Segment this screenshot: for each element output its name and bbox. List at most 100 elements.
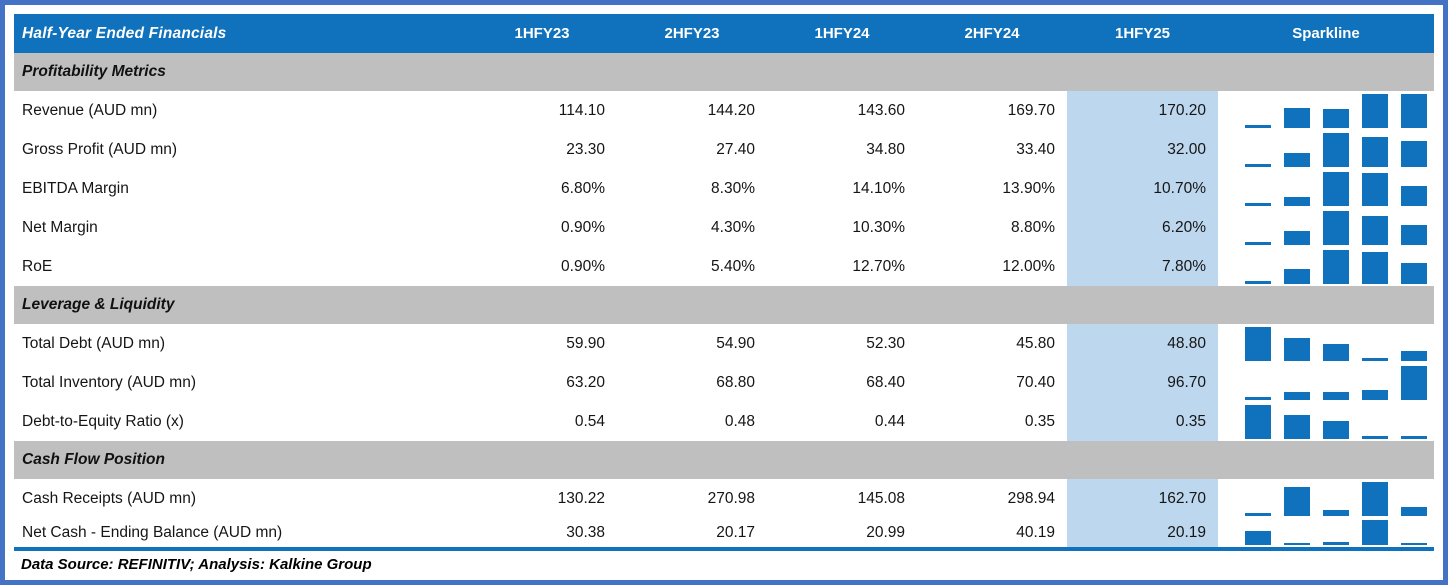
highlighted-value-cell: 170.20 [1067,91,1218,130]
value-cell: 114.10 [558,101,605,119]
sparkline-cell [1218,169,1434,208]
table-row: RoE 0.90% 5.40% 12.70% 12.00% 7.80% [14,247,1434,286]
row-label: Debt-to-Equity Ratio (x) [22,412,184,430]
value-cell: 0.90% [561,218,605,236]
source-note: Data Source: REFINITIV; Analysis: Kalkin… [21,556,372,573]
highlighted-value-cell: 6.20% [1067,208,1218,247]
sparkline-bar [1323,249,1349,284]
sparkline-bar [1362,520,1388,545]
sparkline-cell [1218,518,1434,547]
value-cell: 0.54 [574,412,605,430]
value-cell: 33.40 [1016,140,1055,158]
sparkline-bar [1284,338,1310,361]
sparkline-bar [1284,108,1310,128]
section-row: Cash Flow Position [14,441,1434,479]
sparkline-bar [1362,251,1388,284]
column-header-2hfy23: 2HFY23 [664,25,720,42]
table-header-row: Half-Year Ended Financials 1HFY23 2HFY23… [14,14,1434,53]
sparkline-header: Sparkline [1292,25,1360,42]
row-label: Gross Profit (AUD mn) [22,140,178,158]
value-cell: 34.80 [866,140,905,158]
footer-row: Data Source: REFINITIV; Analysis: Kalkin… [14,551,1434,578]
sparkline-bar [1401,365,1427,400]
sparkline-cell [1218,130,1434,169]
table-row: Cash Receipts (AUD mn) 130.22 270.98 145… [14,479,1434,518]
sparkline-bar [1245,203,1271,206]
sparkline-bar [1362,390,1388,400]
row-label: Net Cash - Ending Balance (AUD mn) [22,523,283,541]
sparkline-bar [1284,414,1310,439]
value-cell: 0.90% [561,257,605,275]
value-cell: 27.40 [716,140,755,158]
section-title: Cash Flow Position [22,451,165,468]
value-cell: 63.20 [566,373,605,391]
financial-table: Half-Year Ended Financials 1HFY23 2HFY23… [14,14,1434,578]
sparkline-bar [1362,215,1388,245]
sparkline-cell [1218,247,1434,286]
row-label: Cash Receipts (AUD mn) [22,489,196,507]
row-label: Total Inventory (AUD mn) [22,373,196,391]
sparkline-bar [1401,542,1427,545]
sparkline-bar [1323,421,1349,439]
section-row: Leverage & Liquidity [14,286,1434,324]
sparkline-cell [1218,363,1434,402]
value-cell: 10.30% [852,218,905,236]
section-title: Profitability Metrics [22,63,166,80]
sparkline-cell [1218,479,1434,518]
value-cell: 143.60 [857,101,905,119]
value-cell: 54.90 [716,334,755,352]
sparkline-bar [1245,513,1271,516]
highlighted-value-cell: 162.70 [1067,479,1218,518]
row-label: Revenue (AUD mn) [22,101,158,119]
sparkline-bar [1284,230,1310,245]
sparkline-bar [1284,196,1310,206]
value-cell: 130.22 [557,489,605,507]
highlighted-value-cell: 0.35 [1067,402,1218,441]
sparkline-cell [1218,324,1434,363]
table-row: Revenue (AUD mn) 114.10 144.20 143.60 16… [14,91,1434,130]
sparkline-bar [1323,392,1349,400]
value-cell: 68.80 [716,373,755,391]
value-cell: 0.35 [1024,412,1055,430]
sparkline-bar [1284,269,1310,284]
highlighted-value-cell: 96.70 [1067,363,1218,402]
value-cell: 59.90 [566,334,605,352]
value-cell: 20.99 [866,523,905,541]
sparkline-bar [1284,487,1310,516]
value-cell: 30.38 [566,523,605,541]
sparkline-bar [1245,125,1271,128]
sparkline-bar [1323,132,1349,167]
sparkline-bar [1401,140,1427,167]
value-cell: 70.40 [1016,373,1055,391]
sparkline-bar [1323,541,1349,545]
sparkline-bar [1323,108,1349,128]
value-cell: 8.30% [711,179,755,197]
sparkline-cell [1218,402,1434,441]
sparkline-bar [1245,397,1271,400]
row-label: Total Debt (AUD mn) [22,334,165,352]
table-row: Gross Profit (AUD mn) 23.30 27.40 34.80 … [14,130,1434,169]
sparkline-bar [1362,481,1388,516]
table-row: Net Cash - Ending Balance (AUD mn) 30.38… [14,518,1434,547]
row-label: RoE [22,257,53,275]
value-cell: 20.17 [716,523,755,541]
highlighted-value-cell: 32.00 [1067,130,1218,169]
table-title: Half-Year Ended Financials [22,24,227,42]
sparkline-bar [1323,510,1349,516]
value-cell: 13.90% [1002,179,1055,197]
sparkline-bar [1284,152,1310,167]
value-cell: 5.40% [711,257,755,275]
row-label: EBITDA Margin [22,179,129,197]
divider-rule [14,547,1434,551]
row-label: Net Margin [22,218,98,236]
value-cell: 12.70% [852,257,905,275]
highlighted-value-cell: 48.80 [1067,324,1218,363]
sparkline-bar [1245,281,1271,284]
table-row: Total Debt (AUD mn) 59.90 54.90 52.30 45… [14,324,1434,363]
section-row: Profitability Metrics [14,53,1434,91]
sparkline-bar [1323,171,1349,206]
table-row: Net Margin 0.90% 4.30% 10.30% 8.80% 6.20… [14,208,1434,247]
column-header-2hfy24: 2HFY24 [964,25,1020,42]
table-row: Total Inventory (AUD mn) 63.20 68.80 68.… [14,363,1434,402]
